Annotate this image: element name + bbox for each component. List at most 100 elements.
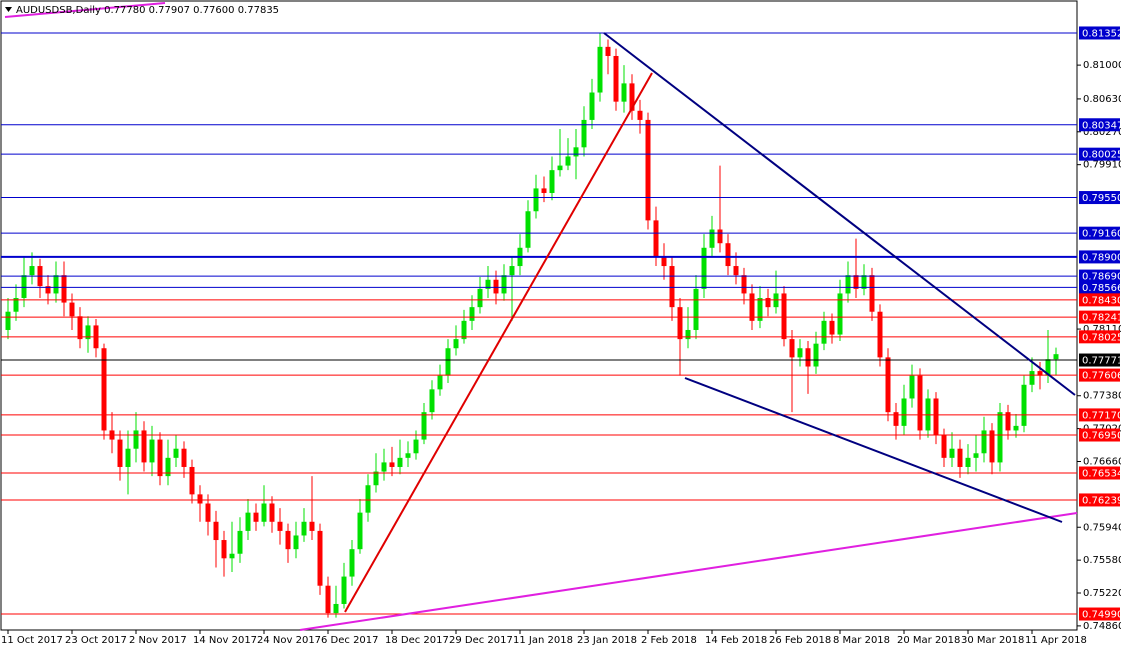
level-label: 0.78566 — [1079, 280, 1121, 294]
candle-body — [197, 494, 203, 504]
candle-body — [77, 316, 83, 340]
candle-body — [709, 229, 715, 248]
candle-body — [413, 439, 419, 454]
candle-body — [957, 448, 963, 467]
candle-body — [845, 275, 851, 294]
candle-body — [373, 471, 379, 486]
trend-line — [299, 512, 1078, 631]
level-label: 0.80025 — [1079, 147, 1121, 161]
level-label: 0.78430 — [1079, 293, 1121, 307]
y-tick-label: 0.80630 — [1083, 94, 1121, 105]
candle-body — [29, 266, 35, 276]
level-text: 0.81352 — [1082, 28, 1121, 39]
candle-body — [541, 188, 547, 193]
y-tick-label: 0.74860 — [1083, 621, 1121, 632]
trend-line — [603, 32, 1076, 396]
x-tick-label: 2 Feb 2018 — [641, 635, 697, 646]
candle-body — [85, 325, 91, 340]
candle-body — [365, 485, 371, 513]
candle-body — [309, 521, 315, 531]
candle-body — [805, 348, 811, 367]
candle-body — [453, 339, 459, 349]
candle-body — [45, 286, 51, 294]
candle-body — [509, 266, 515, 276]
level-text: 0.79160 — [1082, 229, 1121, 240]
level-box — [1079, 250, 1120, 264]
candle-body — [997, 412, 1003, 463]
candle-body — [349, 549, 355, 577]
candle-body — [565, 156, 571, 166]
level-text: 0.77771 — [1082, 356, 1121, 367]
candle-body — [869, 275, 875, 312]
candle-body — [485, 279, 491, 289]
candle-body — [813, 343, 819, 367]
candle-body — [597, 46, 603, 93]
candle-body — [421, 412, 427, 440]
x-tick-label: 11 Jan 2018 — [513, 635, 573, 646]
candle-body — [781, 293, 787, 340]
candle-body — [133, 430, 139, 449]
level-text: 0.78241 — [1082, 313, 1121, 324]
candle-body — [821, 320, 827, 344]
candle-body — [981, 430, 987, 454]
y-tick-label: 0.81000 — [1083, 60, 1121, 71]
level-text: 0.76534 — [1082, 469, 1121, 480]
level-label: 0.78241 — [1079, 310, 1121, 324]
level-label: 0.78690 — [1079, 269, 1121, 283]
candle-body — [213, 521, 219, 541]
level-label: 0.77606 — [1079, 368, 1121, 382]
level-text: 0.78025 — [1082, 332, 1121, 343]
level-box — [1079, 269, 1120, 283]
candle-body — [653, 220, 659, 257]
candle-body — [253, 512, 259, 522]
candle-body — [885, 357, 891, 413]
candle-body — [389, 462, 395, 467]
candle-body — [933, 398, 939, 436]
level-box — [1079, 428, 1120, 442]
candle-body — [717, 229, 723, 244]
level-text: 0.76950 — [1082, 431, 1121, 442]
candle-body — [525, 211, 531, 248]
candle-body — [333, 603, 339, 614]
candle-body — [989, 430, 995, 463]
y-tick-label: 0.79910 — [1083, 160, 1121, 171]
candle-body — [893, 412, 899, 426]
level-box — [1079, 353, 1120, 367]
candle-body — [189, 466, 195, 495]
candle-body — [837, 293, 843, 335]
level-label: 0.77170 — [1079, 408, 1121, 422]
candle-body — [501, 275, 507, 294]
level-label: 0.81352 — [1079, 26, 1121, 40]
candle-body — [1005, 412, 1011, 431]
candle-body — [285, 530, 291, 550]
candle-body — [909, 375, 915, 399]
level-text: 0.77606 — [1082, 371, 1121, 382]
x-tick-label: 2 Nov 2017 — [129, 635, 187, 646]
candle-body — [173, 448, 179, 458]
level-text: 0.80347 — [1082, 120, 1121, 131]
y-tick-label: 0.80270 — [1083, 127, 1121, 138]
chart-title: AUDUSDSB,Daily 0.77780 0.77907 0.77600 0… — [16, 5, 279, 16]
candle-body — [221, 540, 227, 559]
candle-body — [741, 275, 747, 294]
x-tick-label: 14 Nov 2017 — [193, 635, 257, 646]
candle-body — [621, 83, 627, 102]
candle-body — [645, 119, 651, 221]
candle-body — [693, 288, 699, 330]
y-tick-label: 0.77380 — [1083, 391, 1121, 402]
candle-body — [749, 293, 755, 321]
menu-arrow[interactable] — [5, 7, 12, 12]
candle-body — [53, 275, 59, 294]
candle-body — [1053, 354, 1059, 360]
y-tick-label: 0.75580 — [1083, 555, 1121, 566]
candle-body — [757, 298, 763, 321]
candle-body — [637, 110, 643, 120]
candle-body — [229, 553, 235, 559]
candle-body — [269, 503, 275, 522]
candle-body — [61, 275, 67, 303]
candle-body — [277, 521, 283, 531]
x-tick-label: 23 Jan 2018 — [577, 635, 637, 646]
candle-body — [949, 448, 955, 458]
candle-body — [317, 530, 323, 586]
